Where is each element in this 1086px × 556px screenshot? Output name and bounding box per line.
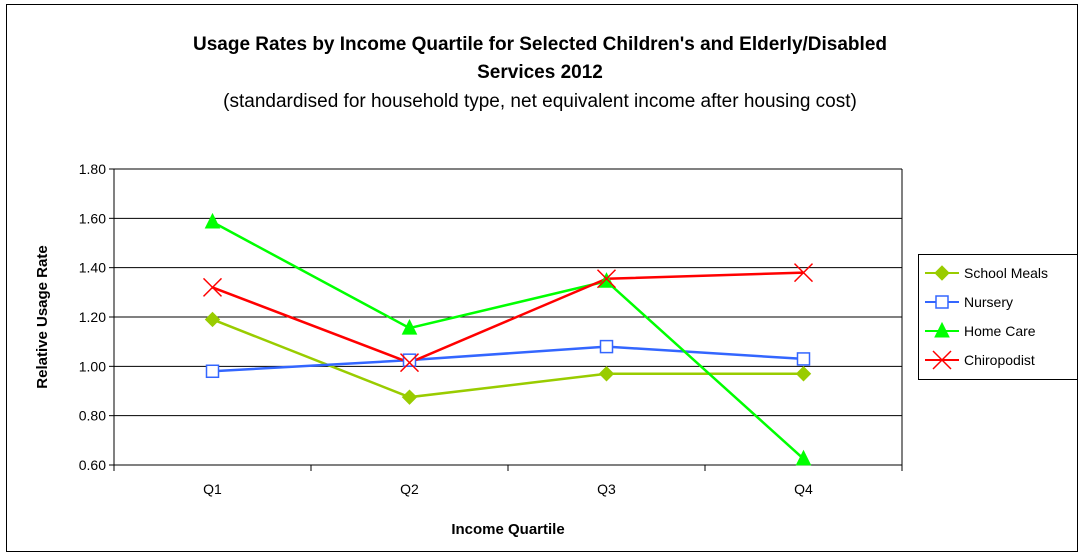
data-point (599, 339, 614, 354)
data-point (795, 449, 812, 466)
legend-label: Nursery (964, 294, 1013, 310)
legend-marker (935, 295, 949, 309)
legend-label: Home Care (964, 323, 1036, 339)
series-line-3 (212, 271, 804, 364)
legend-label: School Meals (964, 265, 1048, 281)
y-tick-label: 1.20 (79, 309, 106, 325)
x-tick-label: Q3 (597, 481, 616, 497)
data-point (795, 366, 812, 382)
data-point (401, 389, 418, 405)
chart-title-line1: Usage Rates by Income Quartile for Selec… (192, 34, 887, 55)
data-point (793, 263, 814, 283)
x-tick-label: Q2 (400, 481, 419, 497)
legend-marker (932, 350, 952, 370)
x-axis-label: Income Quartile (451, 521, 564, 538)
data-point (204, 212, 221, 229)
y-tick-label: 1.60 (79, 210, 106, 226)
data-point (598, 272, 615, 288)
y-axis-label: Relative Usage Rate (34, 245, 51, 388)
legend: School Meals Nursery Home Care Chiropodist (918, 254, 1078, 380)
data-point (796, 352, 811, 366)
chart-subtitle: (standardised for household type, net eq… (223, 91, 857, 112)
x-tick-label: Q1 (203, 481, 222, 497)
y-tick-label: 1.40 (79, 260, 106, 276)
y-tick-label: 1.00 (79, 358, 106, 374)
data-point (598, 366, 615, 382)
data-point (204, 311, 221, 328)
data-point (402, 353, 417, 367)
legend-marker (934, 321, 950, 338)
series-line-0 (212, 318, 804, 399)
y-tick-label: 1.80 (79, 161, 106, 177)
series-line-2 (211, 220, 805, 460)
chart-title-line2: Services 2012 (477, 62, 603, 83)
y-tick-label: 0.80 (79, 408, 106, 424)
y-tick-label: 0.60 (79, 457, 106, 473)
data-point (596, 269, 617, 289)
legend-marker (934, 265, 950, 281)
data-point (202, 277, 223, 297)
legend-label: Chiropodist (964, 352, 1035, 368)
data-point (399, 353, 420, 373)
data-point (401, 318, 418, 335)
x-tick-label: Q4 (794, 481, 813, 497)
series-line-1 (212, 345, 804, 373)
data-point (205, 364, 220, 379)
